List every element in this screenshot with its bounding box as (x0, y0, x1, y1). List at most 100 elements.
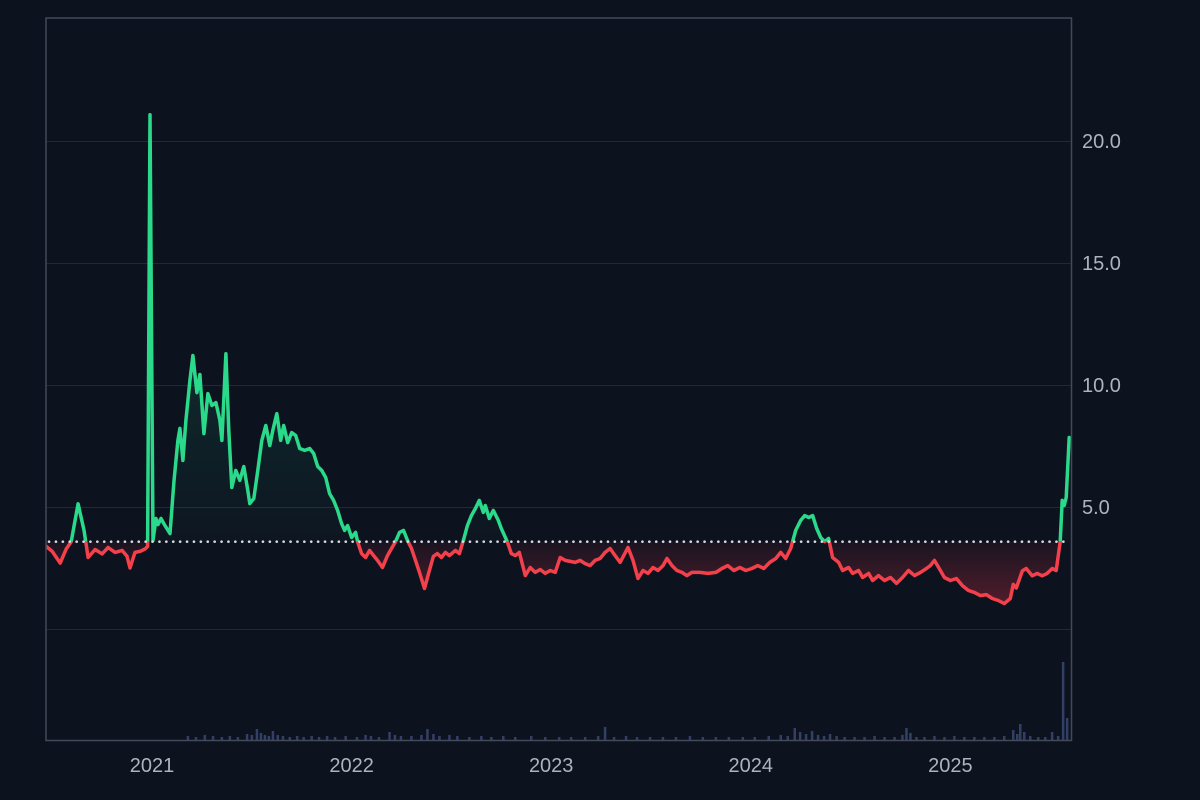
volume-bar (635, 737, 639, 740)
volume-bar (612, 737, 616, 740)
volume-bar (873, 736, 876, 740)
volume-bar (426, 729, 429, 740)
volume-bar (317, 737, 321, 740)
volume-bar (1056, 736, 1060, 740)
volume-bar (1016, 734, 1019, 740)
volume-bar (281, 736, 285, 740)
volume-bar (648, 737, 652, 740)
volume-bar (905, 728, 908, 740)
volume-bar (983, 737, 986, 740)
volume-bar (194, 737, 198, 740)
price-axis-label: 5.0 (1082, 496, 1110, 519)
time-axis-label: 2021 (129, 755, 175, 777)
volume-bar (893, 737, 896, 740)
volume-bar (569, 737, 573, 740)
volume-histogram (186, 662, 1069, 740)
price-axis-label: 20.0 (1082, 130, 1121, 153)
volume-bar (420, 735, 423, 740)
volume-bar (1037, 737, 1040, 740)
volume-bar (909, 733, 912, 740)
volume-bar (228, 736, 232, 740)
volume-bar (1019, 724, 1022, 740)
volume-bar (963, 737, 966, 740)
volume-bar (767, 736, 770, 740)
volume-bar (993, 737, 996, 740)
volume-bar (310, 736, 313, 740)
volume-bar (714, 737, 718, 740)
price-line-down (46, 541, 1062, 606)
volume-bar (843, 737, 846, 740)
area-below-baseline (46, 541, 1070, 604)
volume-bar (661, 737, 665, 740)
volume-bar (355, 737, 359, 740)
volume-bar (557, 737, 561, 740)
volume-bar (399, 736, 403, 740)
volume-bar (333, 737, 337, 740)
volume-bar (236, 737, 240, 740)
volume-bar (1029, 736, 1032, 740)
area-above-baseline (71, 114, 1070, 542)
volume-bar (915, 737, 918, 740)
volume-bar (480, 736, 483, 740)
volume-bar (514, 737, 517, 740)
volume-bar (438, 736, 441, 740)
volume-bar (624, 736, 628, 740)
volume-bar (490, 737, 493, 740)
volume-bar (211, 736, 215, 740)
volume-bar (245, 734, 249, 740)
volume-bar (250, 735, 254, 740)
volume-bar (828, 734, 832, 740)
volume-bar (325, 736, 329, 740)
volume-bar (393, 735, 397, 740)
volume-bar (923, 737, 926, 740)
volume-bar (583, 737, 587, 740)
volume-bar (456, 736, 459, 740)
volume-bar (786, 736, 789, 740)
time-axis-label: 2022 (329, 755, 374, 777)
volume-bar (822, 736, 826, 740)
volume-bar (502, 736, 505, 740)
volume-bar (259, 733, 263, 740)
volume-bar (410, 736, 413, 740)
volume-bar (1044, 737, 1047, 740)
volume-bar (863, 737, 866, 740)
volume-bar (530, 736, 533, 740)
volume-bar (302, 737, 305, 740)
volume-bar (276, 735, 279, 740)
volume-bar (810, 731, 814, 740)
volume-bar (901, 735, 904, 740)
volume-bar (779, 735, 782, 740)
volume-bar (220, 737, 224, 740)
volume-bar (432, 734, 435, 740)
time-axis-label: 2025 (928, 755, 973, 777)
volume-bar (544, 737, 547, 740)
volume-bar (943, 737, 946, 740)
volume-bar (1050, 732, 1054, 740)
price-line-up (69, 112, 1071, 542)
volume-bar (933, 736, 936, 740)
price-axis-label: 15.0 (1082, 252, 1121, 275)
volume-bar (753, 737, 756, 740)
volume-bar (203, 735, 207, 740)
volume-bar (883, 737, 886, 740)
volume-bar (701, 737, 705, 740)
volume-bar (186, 736, 190, 740)
plot-border (45, 17, 1073, 742)
volume-bar (816, 735, 820, 740)
volume-bar (1003, 736, 1006, 740)
volume-bar (688, 736, 692, 740)
volume-bar (364, 735, 367, 740)
volume-bar (267, 736, 271, 740)
volume-bar (596, 736, 600, 740)
volume-bar (835, 736, 838, 740)
volume-bar (263, 735, 267, 740)
volume-bar (798, 732, 802, 740)
volume-bar (953, 736, 956, 740)
volume-bar (1012, 730, 1015, 740)
volume-bar (448, 735, 451, 740)
volume-bar (1023, 732, 1026, 740)
volume-bar (271, 731, 275, 740)
volume-bar (468, 737, 471, 740)
